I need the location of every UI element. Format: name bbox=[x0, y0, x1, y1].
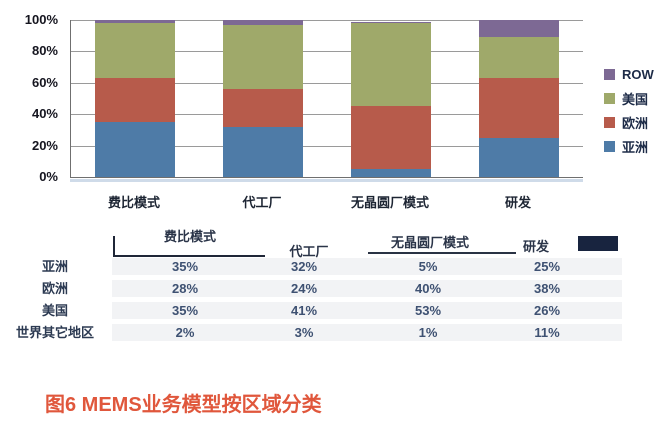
y-tick-label: 0% bbox=[39, 169, 58, 184]
bar-segment-亚洲 bbox=[223, 126, 303, 177]
table-cell: 2% bbox=[175, 325, 195, 340]
table-cell: 28% bbox=[171, 281, 199, 296]
bar-segment-欧洲 bbox=[351, 106, 431, 170]
legend: ROW 美国欧洲亚洲 bbox=[604, 67, 654, 163]
y-tick-label: 100% bbox=[24, 12, 58, 27]
bar-segment-亚洲 bbox=[479, 137, 559, 177]
legend-item-ROW: ROW bbox=[604, 66, 654, 82]
table-row bbox=[112, 324, 622, 341]
legend-label: 亚洲 bbox=[622, 139, 649, 155]
y-tick-label: 40% bbox=[31, 106, 58, 122]
x-category-label: 研发 bbox=[504, 195, 531, 210]
bar-segment-欧洲 bbox=[95, 78, 175, 123]
table-cell: 5% bbox=[418, 259, 438, 274]
header-bracket bbox=[113, 236, 265, 257]
legend-swatch-icon bbox=[604, 140, 615, 152]
legend-label: 欧洲 bbox=[622, 115, 649, 131]
table-cell: 53% bbox=[414, 303, 442, 318]
table-row bbox=[112, 258, 622, 275]
y-tick-label: 20% bbox=[31, 137, 58, 153]
header-color-chip bbox=[578, 236, 618, 251]
table-cell: 1% bbox=[418, 325, 438, 340]
y-tick-label: 80% bbox=[31, 43, 58, 59]
header-underline bbox=[368, 252, 516, 254]
bar-segment-亚洲 bbox=[95, 122, 175, 177]
col-header-foundry: 代工厂 bbox=[289, 244, 329, 259]
legend-label: 美国 bbox=[622, 91, 649, 107]
x-category-label: 费比模式 bbox=[107, 195, 160, 210]
table-cell: 32% bbox=[290, 259, 318, 274]
row-label: 世界其它地区 bbox=[15, 325, 94, 340]
row-label: 欧洲 bbox=[41, 281, 68, 296]
legend-item-美国: 美国 bbox=[604, 91, 654, 107]
x-category-label: 无晶圆厂模式 bbox=[350, 195, 429, 210]
gridline-80% bbox=[71, 51, 583, 52]
table-cell: 40% bbox=[414, 281, 442, 296]
col-header-rnd: 研发 bbox=[522, 239, 549, 254]
gridline-40% bbox=[71, 114, 583, 115]
col-header-fabless-model: 无晶圆厂模式 bbox=[390, 235, 469, 250]
legend-swatch-icon bbox=[604, 92, 615, 104]
y-tick-label: 60% bbox=[31, 74, 58, 90]
table-row bbox=[112, 302, 622, 319]
bar-segment-美国 bbox=[479, 37, 559, 79]
legend-swatch-icon bbox=[604, 68, 615, 80]
legend-item-亚洲: 亚洲 bbox=[604, 139, 654, 155]
gridline-100% bbox=[71, 20, 583, 21]
legend-swatch-icon bbox=[604, 116, 615, 128]
table-cell: 38% bbox=[533, 281, 561, 296]
table-cell: 26% bbox=[533, 303, 561, 318]
gridline-20% bbox=[71, 146, 583, 147]
table-cell: 35% bbox=[171, 303, 199, 318]
x-category-label: 代工厂 bbox=[242, 195, 282, 210]
row-label: 美国 bbox=[41, 303, 68, 318]
table-cell: 41% bbox=[290, 303, 318, 318]
legend-item-欧洲: 欧洲 bbox=[604, 115, 654, 131]
figure-caption: 图6 MEMS业务模型按区域分类 bbox=[45, 394, 322, 416]
bar-segment-欧洲 bbox=[479, 78, 559, 138]
bar-segment-ROW bbox=[351, 21, 431, 24]
bar-segment-美国 bbox=[95, 23, 175, 79]
col-header-fabless-fee: 费比模式 bbox=[163, 229, 216, 244]
plot-area bbox=[70, 20, 583, 178]
row-label: 亚洲 bbox=[41, 259, 68, 274]
bar-segment-欧洲 bbox=[223, 89, 303, 127]
bar-segment-美国 bbox=[351, 23, 431, 107]
table-cell: 35% bbox=[171, 259, 199, 274]
table-cell: 25% bbox=[533, 259, 561, 274]
bar-segment-ROW bbox=[223, 20, 303, 25]
table-row bbox=[112, 280, 622, 297]
legend-label: ROW bbox=[622, 66, 654, 82]
axis-shadow bbox=[70, 179, 583, 182]
bar-segment-亚洲 bbox=[351, 169, 431, 177]
table-cell: 11% bbox=[534, 325, 560, 340]
bar-segment-美国 bbox=[223, 24, 303, 90]
gridline-60% bbox=[71, 83, 583, 84]
bar-segment-ROW bbox=[479, 20, 559, 38]
table-cell: 3% bbox=[294, 325, 314, 340]
bar-segment-ROW bbox=[95, 20, 175, 24]
table-cell: 24% bbox=[290, 281, 318, 296]
